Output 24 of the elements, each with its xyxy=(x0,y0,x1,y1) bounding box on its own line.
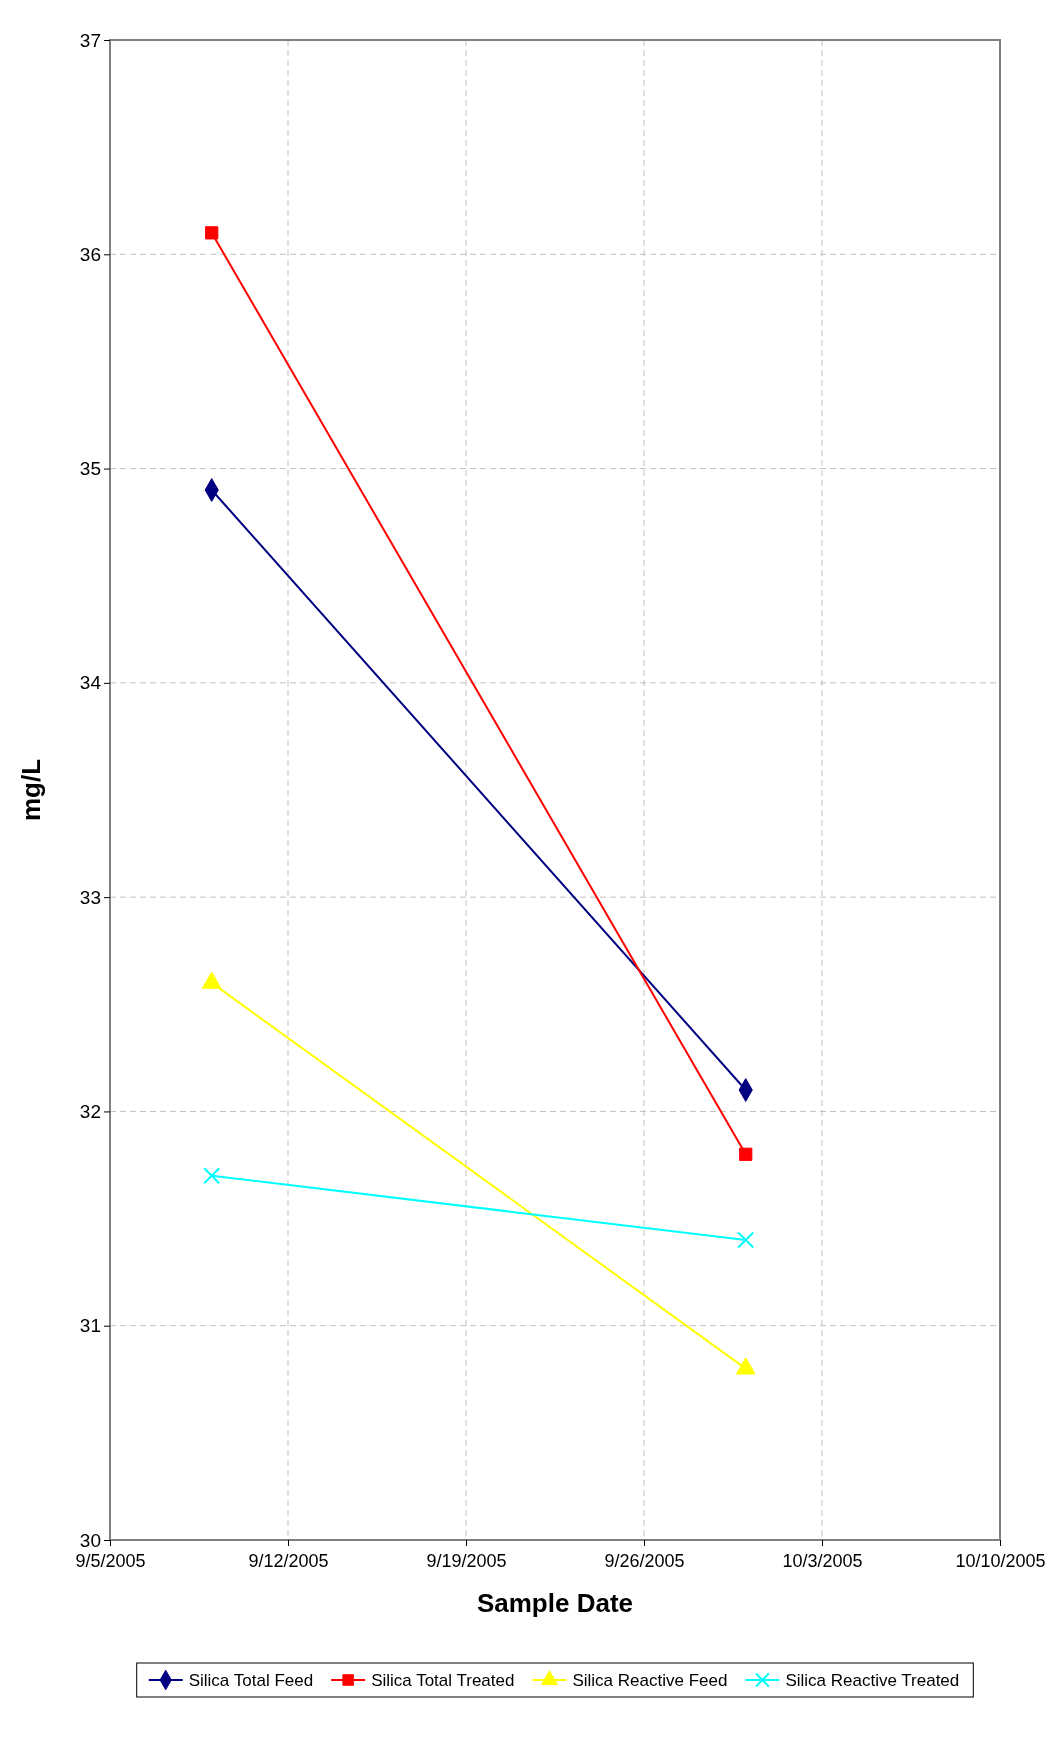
point xyxy=(739,1147,753,1161)
y-tick-label: 30 xyxy=(79,1529,101,1551)
y-tick-label: 33 xyxy=(79,886,101,908)
x-tick-label: 9/12/2005 xyxy=(248,1551,329,1571)
y-tick-label: 34 xyxy=(79,672,102,694)
legend-label: Silica Reactive Feed xyxy=(572,1671,728,1690)
point xyxy=(205,226,219,240)
y-tick-label: 31 xyxy=(79,1315,101,1337)
x-tick-label: 10/3/2005 xyxy=(782,1551,863,1571)
y-tick-label: 36 xyxy=(79,243,101,265)
y-tick-label: 37 xyxy=(79,29,101,51)
legend-label: Silica Reactive Treated xyxy=(785,1671,960,1690)
y-axis-title: mg/L xyxy=(16,758,46,822)
point xyxy=(203,1167,221,1185)
x-tick-label: 9/5/2005 xyxy=(75,1551,146,1571)
y-tick-label: 32 xyxy=(79,1101,101,1123)
point xyxy=(737,1231,755,1249)
x-axis-title: Sample Date xyxy=(476,1588,634,1618)
legend-label: Silica Total Feed xyxy=(188,1671,314,1690)
x-tick-label: 10/10/2005 xyxy=(955,1551,1045,1571)
x-tick-label: 9/19/2005 xyxy=(426,1551,507,1571)
y-tick-label: 35 xyxy=(79,458,101,480)
legend-label: Silica Total Treated xyxy=(371,1671,515,1690)
x-tick-label: 9/26/2005 xyxy=(604,1551,685,1571)
